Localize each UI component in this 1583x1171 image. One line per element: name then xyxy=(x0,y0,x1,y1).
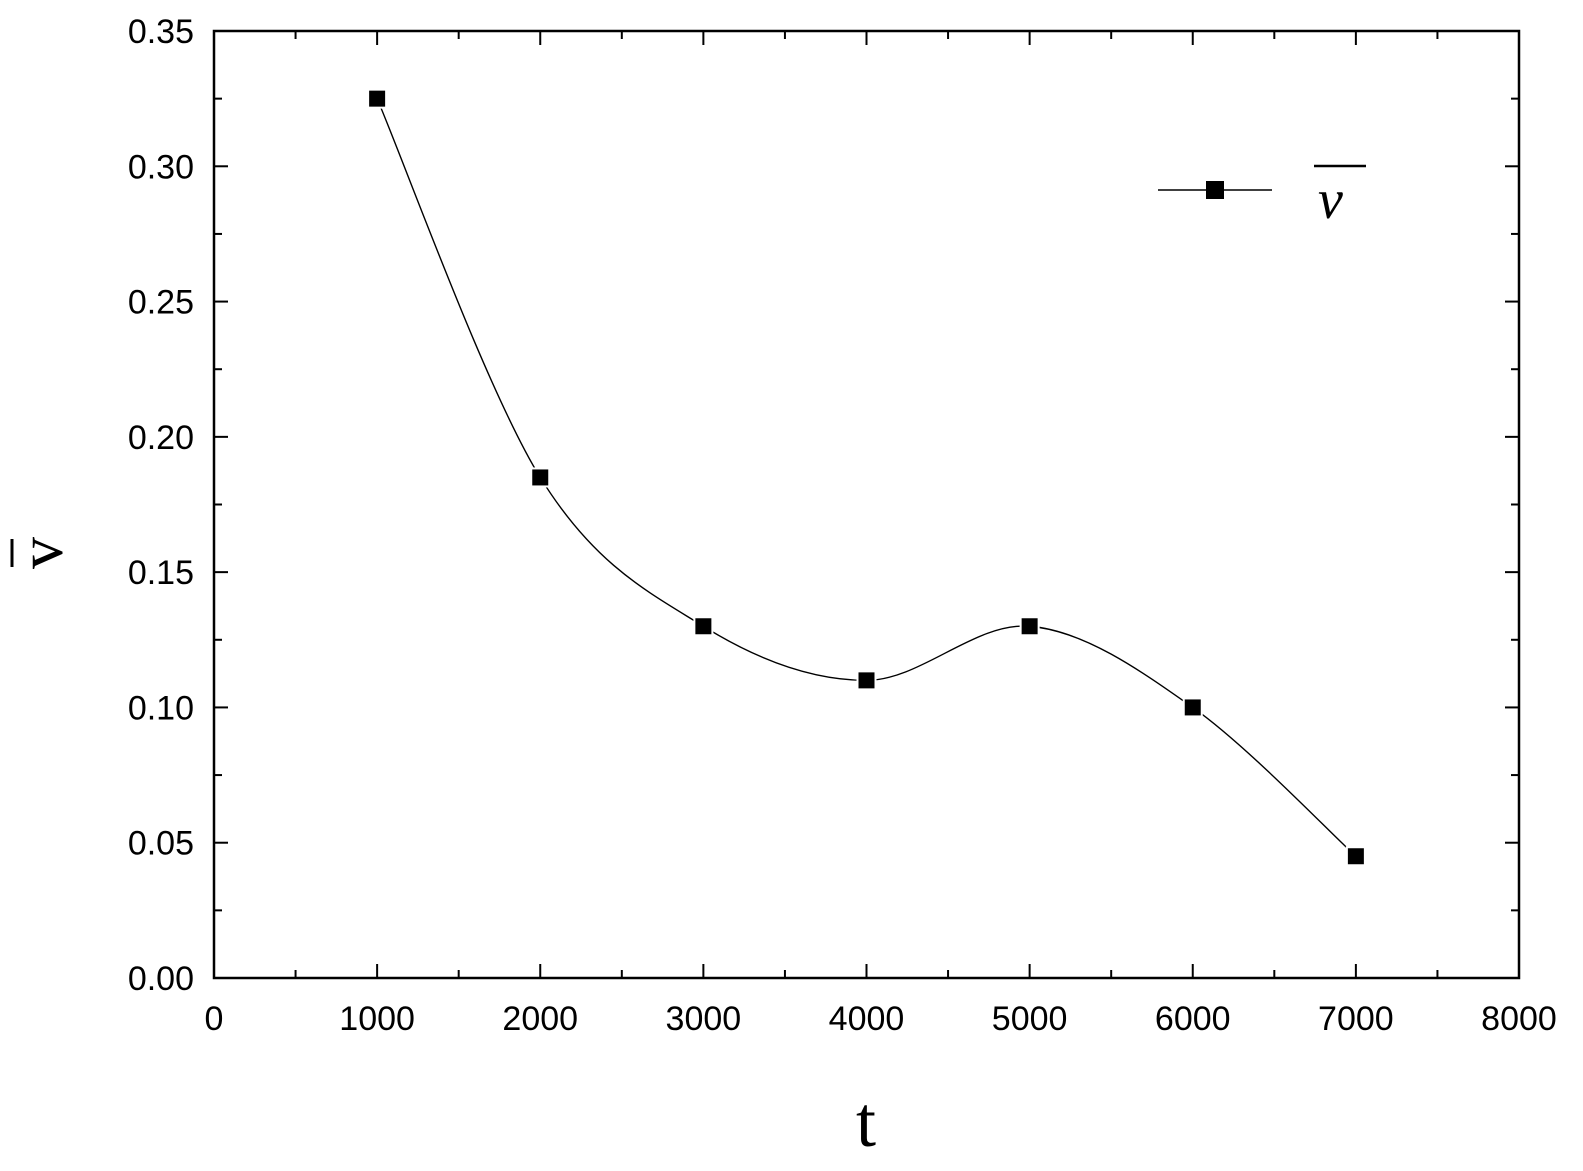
x-tick-label: 1000 xyxy=(339,1000,415,1038)
y-tick-label: 0.05 xyxy=(128,825,194,863)
legend-marker xyxy=(1206,181,1224,199)
x-tick-label: 4000 xyxy=(829,1000,905,1038)
data-point-marker xyxy=(1182,697,1203,718)
data-point-marker xyxy=(1019,616,1040,637)
data-point-marker xyxy=(693,616,714,637)
legend-label: v xyxy=(1318,169,1343,231)
x-tick-label: 3000 xyxy=(666,1000,742,1038)
y-tick-label: 0.15 xyxy=(128,554,194,592)
data-point-marker xyxy=(367,88,388,109)
x-axis-title: t xyxy=(856,1082,876,1162)
x-tick-label: 6000 xyxy=(1155,1000,1231,1038)
data-point-marker xyxy=(856,670,877,691)
y-tick-label: 0.00 xyxy=(128,960,194,998)
x-tick-label: 5000 xyxy=(992,1000,1068,1038)
data-point-marker xyxy=(530,467,551,488)
y-tick-label: 0.20 xyxy=(128,419,194,457)
plot-frame xyxy=(212,29,1521,980)
series-markers xyxy=(367,88,1366,867)
legend: v xyxy=(1158,164,1366,231)
y-tick-label: 0.30 xyxy=(128,148,194,186)
x-tick-label: 2000 xyxy=(502,1000,578,1038)
y-tick-label: 0.10 xyxy=(128,689,194,727)
axis-ticks xyxy=(213,30,1520,979)
y-tick-label: 0.35 xyxy=(128,13,194,51)
x-tick-label: 7000 xyxy=(1318,1000,1394,1038)
y-tick-label: 0.25 xyxy=(128,284,194,322)
y-axis-title-group: v xyxy=(5,537,76,569)
series-line xyxy=(376,98,1357,857)
y-tick-labels: 0.00 0.05 0.10 0.15 0.20 0.25 0.30 0.35 xyxy=(128,13,194,998)
x-tick-label: 8000 xyxy=(1481,1000,1557,1038)
y-axis-title: v xyxy=(5,537,76,569)
x-tick-labels: 0 1000 2000 3000 4000 5000 6000 7000 8000 xyxy=(205,1000,1557,1038)
x-tick-label: 0 xyxy=(205,1000,224,1038)
data-point-marker xyxy=(1345,846,1366,867)
